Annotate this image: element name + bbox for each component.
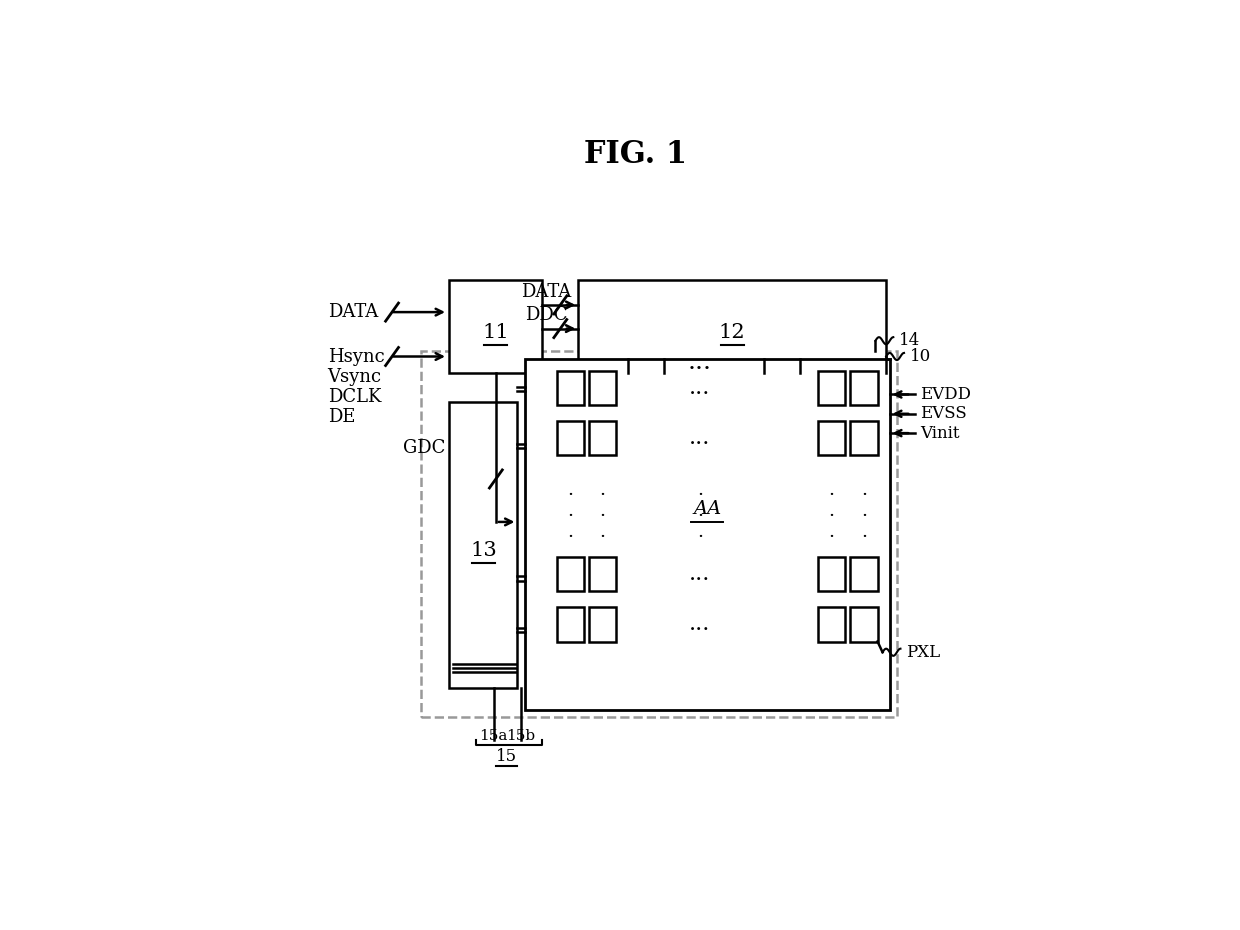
- Text: 12: 12: [719, 323, 745, 341]
- Bar: [818, 371, 846, 405]
- Bar: [851, 371, 878, 405]
- Text: ·
·
·: · · ·: [697, 486, 703, 546]
- Text: 15b: 15b: [506, 729, 536, 743]
- Text: ·
·
·: · · ·: [828, 486, 835, 546]
- Text: EVSS: EVSS: [920, 405, 966, 422]
- Text: ...: ...: [689, 427, 711, 449]
- Bar: [557, 557, 584, 591]
- Text: Vsync: Vsync: [327, 367, 382, 386]
- Text: ·
·
·: · · ·: [861, 486, 867, 546]
- Bar: [589, 421, 616, 456]
- Bar: [851, 421, 878, 456]
- Bar: [449, 280, 542, 373]
- Text: 15: 15: [496, 748, 517, 764]
- Bar: [851, 557, 878, 591]
- Text: ·
·
·: · · ·: [599, 486, 605, 546]
- Text: ...: ...: [689, 377, 711, 399]
- Text: GDC: GDC: [403, 439, 445, 458]
- Bar: [851, 607, 878, 642]
- Bar: [557, 371, 584, 405]
- Bar: [589, 371, 616, 405]
- Text: EVDD: EVDD: [920, 386, 971, 403]
- Bar: [449, 402, 517, 688]
- Text: 14: 14: [899, 332, 920, 350]
- Bar: [818, 607, 846, 642]
- Text: ·
·
·: · · ·: [567, 486, 573, 546]
- Text: PXL: PXL: [906, 644, 940, 660]
- Bar: [557, 421, 584, 456]
- Text: FIG. 1: FIG. 1: [584, 140, 687, 170]
- Bar: [557, 607, 584, 642]
- Bar: [420, 352, 897, 717]
- Text: 10: 10: [910, 348, 931, 365]
- Text: 13: 13: [470, 541, 497, 560]
- Text: DATA: DATA: [521, 283, 572, 301]
- Bar: [589, 557, 616, 591]
- Text: Vinit: Vinit: [920, 425, 960, 442]
- Text: DDC: DDC: [525, 306, 567, 324]
- Bar: [589, 607, 616, 642]
- Text: ...: ...: [689, 564, 711, 585]
- Bar: [818, 421, 846, 456]
- Text: ...: ...: [688, 351, 712, 374]
- Text: 15a: 15a: [480, 729, 508, 743]
- Text: AA: AA: [693, 500, 722, 518]
- Text: DATA: DATA: [327, 303, 378, 321]
- Text: 11: 11: [482, 323, 510, 341]
- Bar: [818, 557, 846, 591]
- Text: ...: ...: [689, 613, 711, 635]
- Bar: [525, 359, 890, 710]
- Bar: [578, 280, 887, 373]
- Text: Hsync: Hsync: [327, 348, 384, 365]
- Text: DCLK: DCLK: [327, 388, 381, 405]
- Text: DE: DE: [327, 407, 355, 426]
